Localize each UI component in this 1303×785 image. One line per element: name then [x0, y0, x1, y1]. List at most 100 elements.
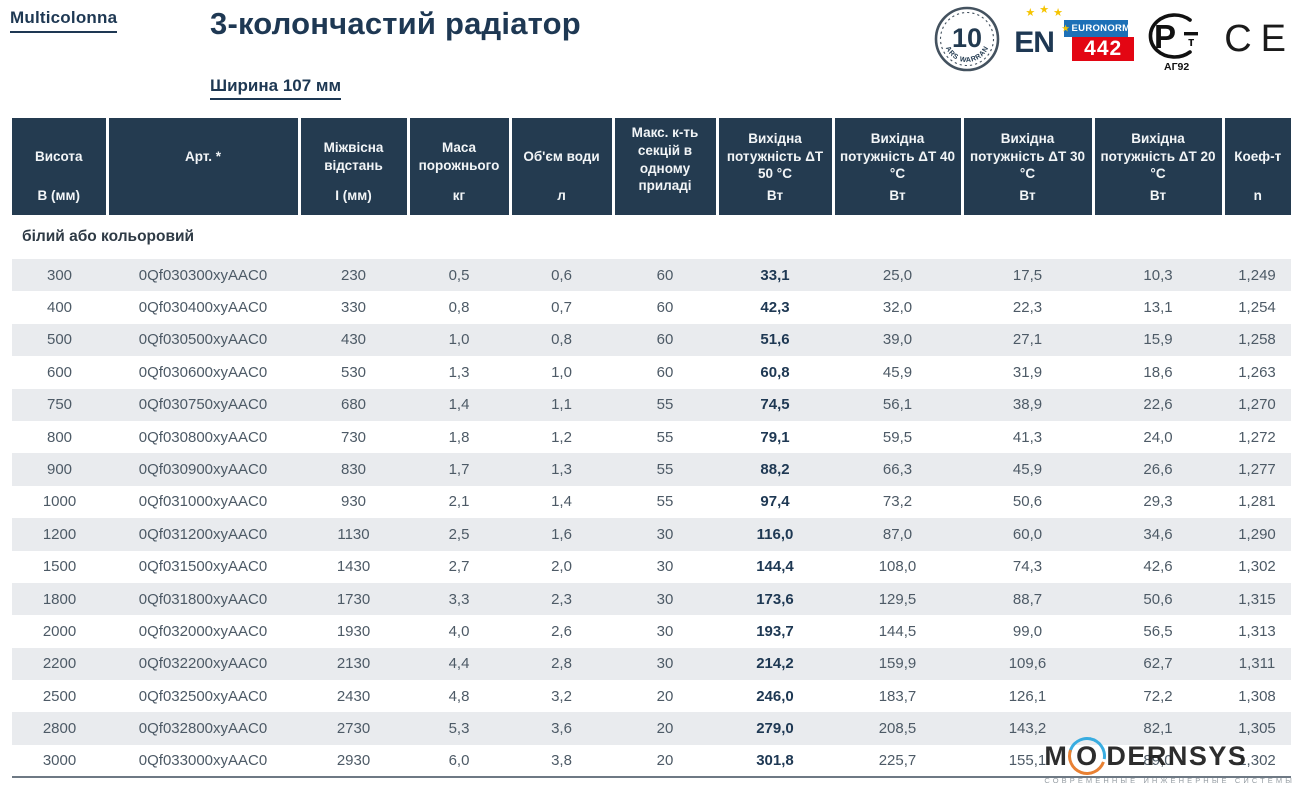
warranty-badge-icon: 10 YEARS WARRANTY	[934, 6, 1000, 72]
table-cell: 30	[613, 582, 717, 616]
table-cell: 144,4	[717, 550, 833, 583]
table-cell: 1,281	[1223, 485, 1291, 519]
table-cell: 0Qf030600xyAAC0	[107, 356, 299, 389]
table-cell: 400	[12, 291, 107, 324]
column-header-7: Вихідна потужність ΔT 50 °C Вт	[717, 118, 835, 215]
table-cell: 300	[12, 259, 107, 292]
column-label: Висота	[34, 148, 83, 164]
table-cell: 2500	[12, 680, 107, 713]
table-cell: 1200	[12, 518, 107, 551]
table-cell: 1,1	[510, 388, 613, 421]
table-cell: 0,7	[510, 291, 613, 324]
table-cell: 31,9	[962, 356, 1093, 389]
table-cell: 59,5	[833, 420, 962, 454]
table-cell: 56,1	[833, 388, 962, 421]
table-cell: 1,270	[1223, 388, 1291, 421]
column-unit: кг	[452, 188, 466, 203]
table-row: 400 0Qf030400xyAAC0 330 0,8 0,7 60 42,3 32,0 22,…	[12, 291, 1291, 324]
table-cell: 18,6	[1093, 356, 1223, 389]
column-header-1: Висота В (мм)	[12, 118, 109, 215]
table-row: 2800 0Qf032800xyAAC0 2730 5,3 3,6 20 279,0 208,…	[12, 712, 1291, 745]
pct-small-letter: т	[1188, 34, 1194, 49]
table-cell: 230	[299, 259, 408, 292]
table-cell: 1130	[299, 518, 408, 551]
table-cell: 301,8	[717, 744, 833, 778]
table-cell: 800	[12, 420, 107, 454]
table-cell: 0Qf031200xyAAC0	[107, 518, 299, 551]
table-cell: 3,3	[408, 582, 510, 616]
table-cell: 750	[12, 388, 107, 421]
table-cell: 60,0	[962, 518, 1093, 551]
en-label: EN	[1014, 26, 1055, 59]
wm-text-o: O	[1076, 740, 1099, 771]
table-cell: 2800	[12, 712, 107, 745]
table-cell: 600	[12, 356, 107, 389]
table-cell: 17,5	[962, 259, 1093, 292]
table-row: 1800 0Qf031800xyAAC0 1730 3,3 2,3 30 173,6 129,…	[12, 582, 1291, 616]
table-cell: 108,0	[833, 550, 962, 583]
table-cell: 1730	[299, 582, 408, 616]
table-cell: 99,0	[962, 615, 1093, 648]
table-cell: 530	[299, 356, 408, 389]
table-row: 2000 0Qf032000xyAAC0 1930 4,0 2,6 30 193,7 144,…	[12, 615, 1291, 648]
column-header-5: Об'єм води л	[510, 118, 615, 215]
table-cell: 74,3	[962, 550, 1093, 583]
modernsys-logo: M O DERNSYS	[1044, 729, 1297, 783]
table-cell: 24,0	[1093, 420, 1223, 454]
page-title: 3-колончастий радіатор	[210, 6, 581, 41]
table-cell: 1,290	[1223, 518, 1291, 551]
table-cell: 41,3	[962, 420, 1093, 454]
modernsys-o-icon: O	[1060, 729, 1114, 783]
table-cell: 30	[613, 518, 717, 551]
table-cell: 0Qf032500xyAAC0	[107, 680, 299, 713]
table-row: 2500 0Qf032500xyAAC0 2430 4,8 3,2 20 246,0 183,…	[12, 680, 1291, 713]
column-label: Об'єм води	[523, 148, 600, 164]
table-cell: 1,277	[1223, 453, 1291, 486]
certification-badges: 10 YEARS WARRANTY ★★★ EN ★ EURONORM 442	[934, 4, 1295, 78]
table-cell: 55	[613, 453, 717, 486]
table-cell: 4,8	[408, 680, 510, 713]
table-cell: 97,4	[717, 485, 833, 519]
table-cell: 0Qf031000xyAAC0	[107, 485, 299, 519]
table-cell: 0Qf031500xyAAC0	[107, 550, 299, 583]
table-cell: 208,5	[833, 712, 962, 745]
table-cell: 32,0	[833, 291, 962, 324]
table-cell: 2,6	[510, 615, 613, 648]
table-cell: 0Qf030750xyAAC0	[107, 388, 299, 421]
table-cell: 1,3	[510, 453, 613, 486]
table-cell: 79,1	[717, 420, 833, 454]
table-cell: 155,1	[962, 744, 1093, 778]
table-cell: 159,9	[833, 647, 962, 681]
table-cell: 0Qf030900xyAAC0	[107, 453, 299, 486]
table-cell: 0Qf032000xyAAC0	[107, 615, 299, 648]
table-cell: 225,7	[833, 744, 962, 778]
table-cell: 2,3	[510, 582, 613, 616]
pct-certification-icon: P т АГ92	[1148, 13, 1199, 73]
table-cell: 900	[12, 453, 107, 486]
table-cell: 30	[613, 647, 717, 681]
table-cell: 22,6	[1093, 388, 1223, 421]
table-cell: 1,249	[1223, 259, 1291, 292]
brand-logo: Multicolonna	[10, 8, 118, 33]
table-cell: 1,305	[1223, 712, 1291, 745]
table-cell: 82,1	[1093, 712, 1223, 745]
table-cell: 42,6	[1093, 550, 1223, 583]
table-cell: 1,3	[408, 356, 510, 389]
table-cell: 193,7	[717, 615, 833, 648]
table-cell: 2,7	[408, 550, 510, 583]
table-cell: 1,2	[510, 420, 613, 454]
table-cell: 39,0	[833, 323, 962, 357]
table-row: 1000 0Qf031000xyAAC0 930 2,1 1,4 55 97,4 73,2 50…	[12, 485, 1291, 519]
table-cell: 20	[613, 744, 717, 778]
table-cell: 60	[613, 291, 717, 324]
table-cell: 0Qf030800xyAAC0	[107, 420, 299, 454]
table-cell: 1,4	[408, 388, 510, 421]
column-unit: Вт	[1149, 188, 1167, 203]
table-cell: 129,5	[833, 582, 962, 616]
table-cell: 62,7	[1093, 647, 1223, 681]
column-unit: Вт	[889, 188, 906, 203]
table-cell: 4,4	[408, 647, 510, 681]
star-icon: ★	[1062, 24, 1070, 33]
table-cell: 214,2	[717, 647, 833, 681]
table-cell: 1,254	[1223, 291, 1291, 324]
